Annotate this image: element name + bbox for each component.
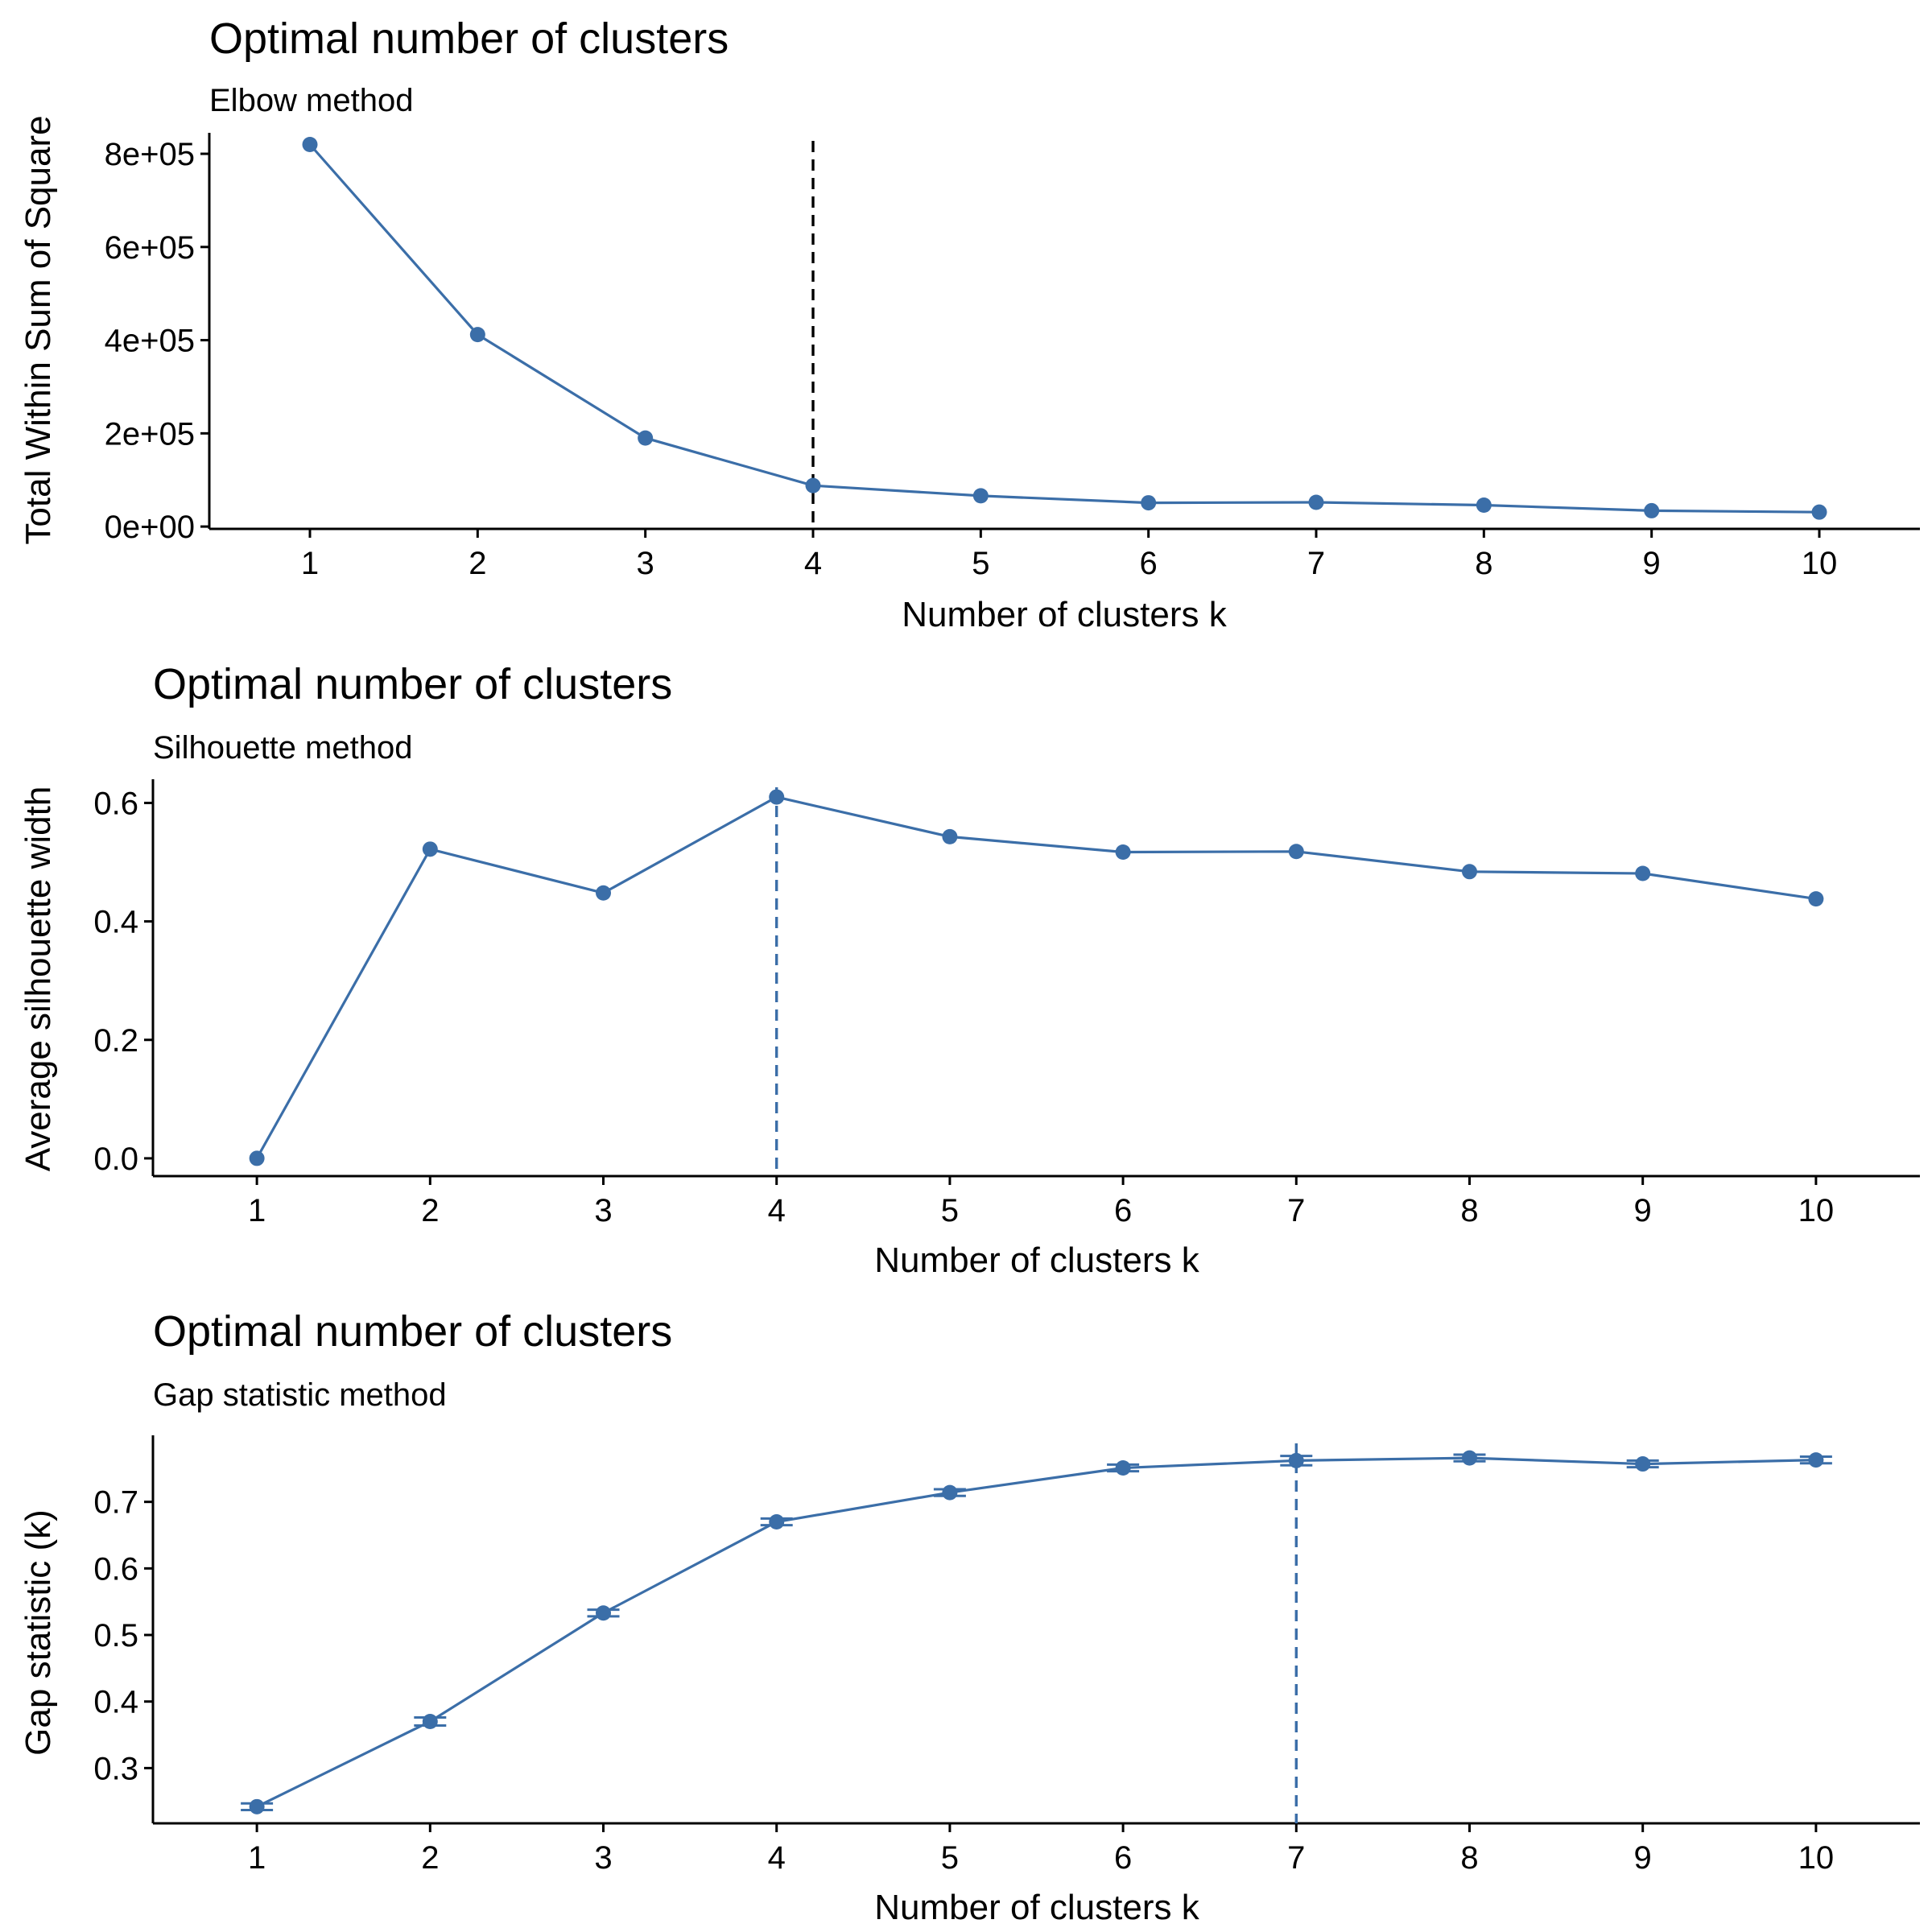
silhouette-data-point <box>1461 864 1477 880</box>
silhouette-x-axis-title: Number of clusters k <box>874 1241 1199 1280</box>
elbow-x-tick-label: 8 <box>1475 546 1492 581</box>
elbow-data-point <box>638 430 654 446</box>
elbow-data-point <box>1141 495 1157 511</box>
gap-x-tick-label: 8 <box>1460 1840 1478 1876</box>
elbow-data-point <box>1811 504 1827 520</box>
elbow-x-tick-label: 5 <box>972 546 989 581</box>
elbow-x-tick-label: 7 <box>1307 546 1325 581</box>
silhouette-data-point <box>942 828 958 844</box>
gap-x-tick-label: 5 <box>941 1840 959 1876</box>
elbow-data-point <box>302 136 318 152</box>
gap-y-axis-title: Gap statistic (k) <box>19 1509 58 1756</box>
elbow-y-axis-title: Total Within Sum of Square <box>19 115 58 544</box>
elbow-title: Optimal number of clusters <box>209 14 729 63</box>
gap-x-tick-label: 1 <box>248 1840 266 1876</box>
elbow-x-tick-label: 6 <box>1140 546 1158 581</box>
gap-y-tick-label: 0.6 <box>93 1551 138 1587</box>
gap-x-tick-label: 10 <box>1798 1840 1835 1876</box>
elbow-x-tick-label: 4 <box>804 546 822 581</box>
elbow-x-tick-label: 3 <box>637 546 654 581</box>
gap-data-point <box>942 1484 958 1501</box>
elbow-y-tick-label: 2e+05 <box>105 416 195 452</box>
elbow-x-tick-label: 2 <box>469 546 486 581</box>
gap-x-tick-label: 4 <box>768 1840 786 1876</box>
gap-subtitle: Gap statistic method <box>153 1377 447 1413</box>
elbow-data-point <box>1476 497 1492 513</box>
gap-x-tick-label: 2 <box>421 1840 439 1876</box>
gap-data-point <box>1461 1450 1477 1466</box>
gap-data-point <box>596 1605 612 1621</box>
gap-data-point <box>1288 1452 1304 1468</box>
silhouette-x-tick-label: 9 <box>1634 1193 1652 1228</box>
elbow-y-tick-label: 4e+05 <box>105 324 195 359</box>
gap-y-tick-label: 0.5 <box>93 1618 138 1653</box>
elbow-x-tick-label: 1 <box>301 546 319 581</box>
gap-y-tick-label: 0.7 <box>93 1485 138 1521</box>
elbow-x-tick-label: 9 <box>1643 546 1661 581</box>
elbow-x-axis-title: Number of clusters k <box>902 595 1227 634</box>
silhouette-data-point <box>1115 844 1131 861</box>
gap-data-point <box>1115 1460 1131 1476</box>
gap-panel: Optimal number of clusters Gap statistic… <box>19 1307 1920 1927</box>
elbow-data-point <box>469 327 485 343</box>
gap-x-tick-label: 3 <box>594 1840 612 1876</box>
gap-title: Optimal number of clusters <box>153 1307 672 1356</box>
silhouette-series-line <box>255 795 1817 1159</box>
silhouette-x-tick-label: 1 <box>248 1193 266 1228</box>
silhouette-y-tick-label: 0.0 <box>93 1141 138 1177</box>
gap-x-axis-title: Number of clusters k <box>874 1888 1199 1927</box>
elbow-data-point <box>1644 502 1660 518</box>
elbow-y-tick-label: 8e+05 <box>105 137 195 172</box>
silhouette-data-point <box>769 789 785 805</box>
elbow-y-tick-label: 6e+05 <box>105 230 195 266</box>
silhouette-x-tick-label: 4 <box>768 1193 786 1228</box>
silhouette-data-point <box>1635 865 1651 881</box>
gap-series-line <box>256 1456 1816 1808</box>
elbow-data-point <box>805 477 821 493</box>
gap-data-point <box>769 1513 785 1530</box>
silhouette-x-tick-label: 8 <box>1460 1193 1478 1228</box>
silhouette-panel: Optimal number of clusters Silhouette me… <box>19 660 1920 1280</box>
silhouette-x-tick-label: 7 <box>1287 1193 1305 1228</box>
elbow-series-line <box>308 143 1820 514</box>
elbow-subtitle: Elbow method <box>209 83 413 118</box>
silhouette-y-tick-label: 0.2 <box>93 1023 138 1059</box>
silhouette-x-tick-label: 10 <box>1798 1193 1835 1228</box>
silhouette-data-point <box>596 885 612 901</box>
gap-data-point <box>249 1798 265 1814</box>
silhouette-x-tick-label: 3 <box>594 1193 612 1228</box>
silhouette-data-point <box>422 841 438 857</box>
silhouette-data-point <box>1808 891 1824 907</box>
silhouette-subtitle: Silhouette method <box>153 730 412 766</box>
silhouette-y-tick-label: 0.6 <box>93 786 138 821</box>
silhouette-x-tick-label: 2 <box>421 1193 439 1228</box>
gap-y-tick-label: 0.3 <box>93 1751 138 1786</box>
elbow-data-point <box>1308 494 1324 510</box>
silhouette-data-point <box>1288 844 1304 860</box>
gap-x-tick-label: 9 <box>1634 1840 1652 1876</box>
gap-data-point <box>1635 1456 1651 1472</box>
gap-x-tick-label: 7 <box>1287 1840 1305 1876</box>
gap-y-tick-label: 0.4 <box>93 1685 138 1720</box>
silhouette-y-axis-title: Average silhouette width <box>19 786 58 1172</box>
silhouette-data-point <box>249 1150 265 1166</box>
silhouette-x-tick-label: 6 <box>1114 1193 1132 1228</box>
silhouette-title: Optimal number of clusters <box>153 660 672 708</box>
elbow-data-point <box>972 488 989 504</box>
silhouette-x-tick-label: 5 <box>941 1193 959 1228</box>
gap-x-tick-label: 6 <box>1114 1840 1132 1876</box>
silhouette-y-tick-label: 0.4 <box>93 905 138 940</box>
gap-data-point <box>1808 1452 1824 1468</box>
elbow-y-tick-label: 0e+00 <box>105 510 195 545</box>
elbow-panel: Optimal number of clusters Elbow method … <box>19 14 1920 634</box>
elbow-x-tick-label: 10 <box>1802 546 1838 581</box>
gap-data-point <box>422 1714 438 1730</box>
